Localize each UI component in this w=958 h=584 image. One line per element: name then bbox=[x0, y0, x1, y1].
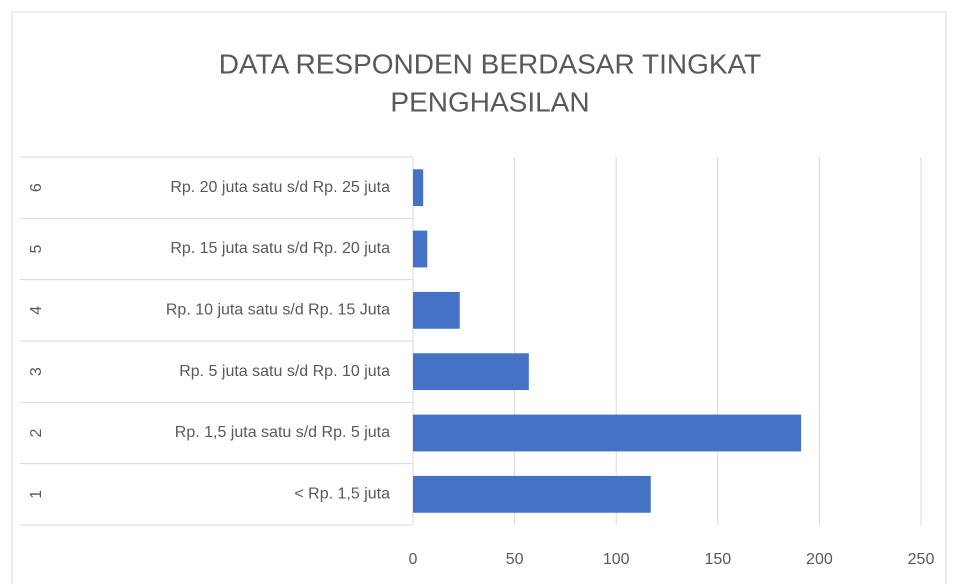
bar bbox=[413, 291, 460, 329]
y-tick-label: < Rp. 1,5 juta bbox=[294, 486, 390, 503]
y-group-label: 3 bbox=[28, 367, 45, 376]
y-group-label: 4 bbox=[28, 306, 45, 315]
bar bbox=[413, 353, 529, 391]
chart-title: PENGHASILAN bbox=[390, 86, 589, 117]
bar bbox=[413, 475, 651, 513]
x-tick-label: 250 bbox=[908, 551, 935, 568]
x-tick-label: 150 bbox=[704, 551, 731, 568]
bar bbox=[413, 230, 428, 268]
bar bbox=[413, 169, 424, 207]
x-tick-label: 100 bbox=[603, 551, 630, 568]
y-tick-label: Rp. 20 juta satu s/d Rp. 25 juta bbox=[170, 179, 390, 196]
x-tick-label: 0 bbox=[409, 551, 418, 568]
y-group-label: 2 bbox=[28, 428, 45, 437]
bar bbox=[413, 414, 802, 452]
x-tick-label: 50 bbox=[506, 551, 524, 568]
y-tick-label: Rp. 1,5 juta satu s/d Rp. 5 juta bbox=[175, 424, 390, 441]
y-group-label: 6 bbox=[28, 183, 45, 192]
y-tick-label: Rp. 10 juta satu s/d Rp. 15 Juta bbox=[166, 302, 390, 319]
x-tick-label: 200 bbox=[806, 551, 833, 568]
y-group-label: 1 bbox=[28, 490, 45, 499]
chart-title: DATA RESPONDEN BERDASAR TINGKAT bbox=[219, 48, 761, 79]
y-tick-label: Rp. 5 juta satu s/d Rp. 10 juta bbox=[179, 363, 390, 380]
y-group-label: 5 bbox=[28, 244, 45, 253]
y-tick-label: Rp. 15 juta satu s/d Rp. 20 juta bbox=[170, 240, 390, 257]
